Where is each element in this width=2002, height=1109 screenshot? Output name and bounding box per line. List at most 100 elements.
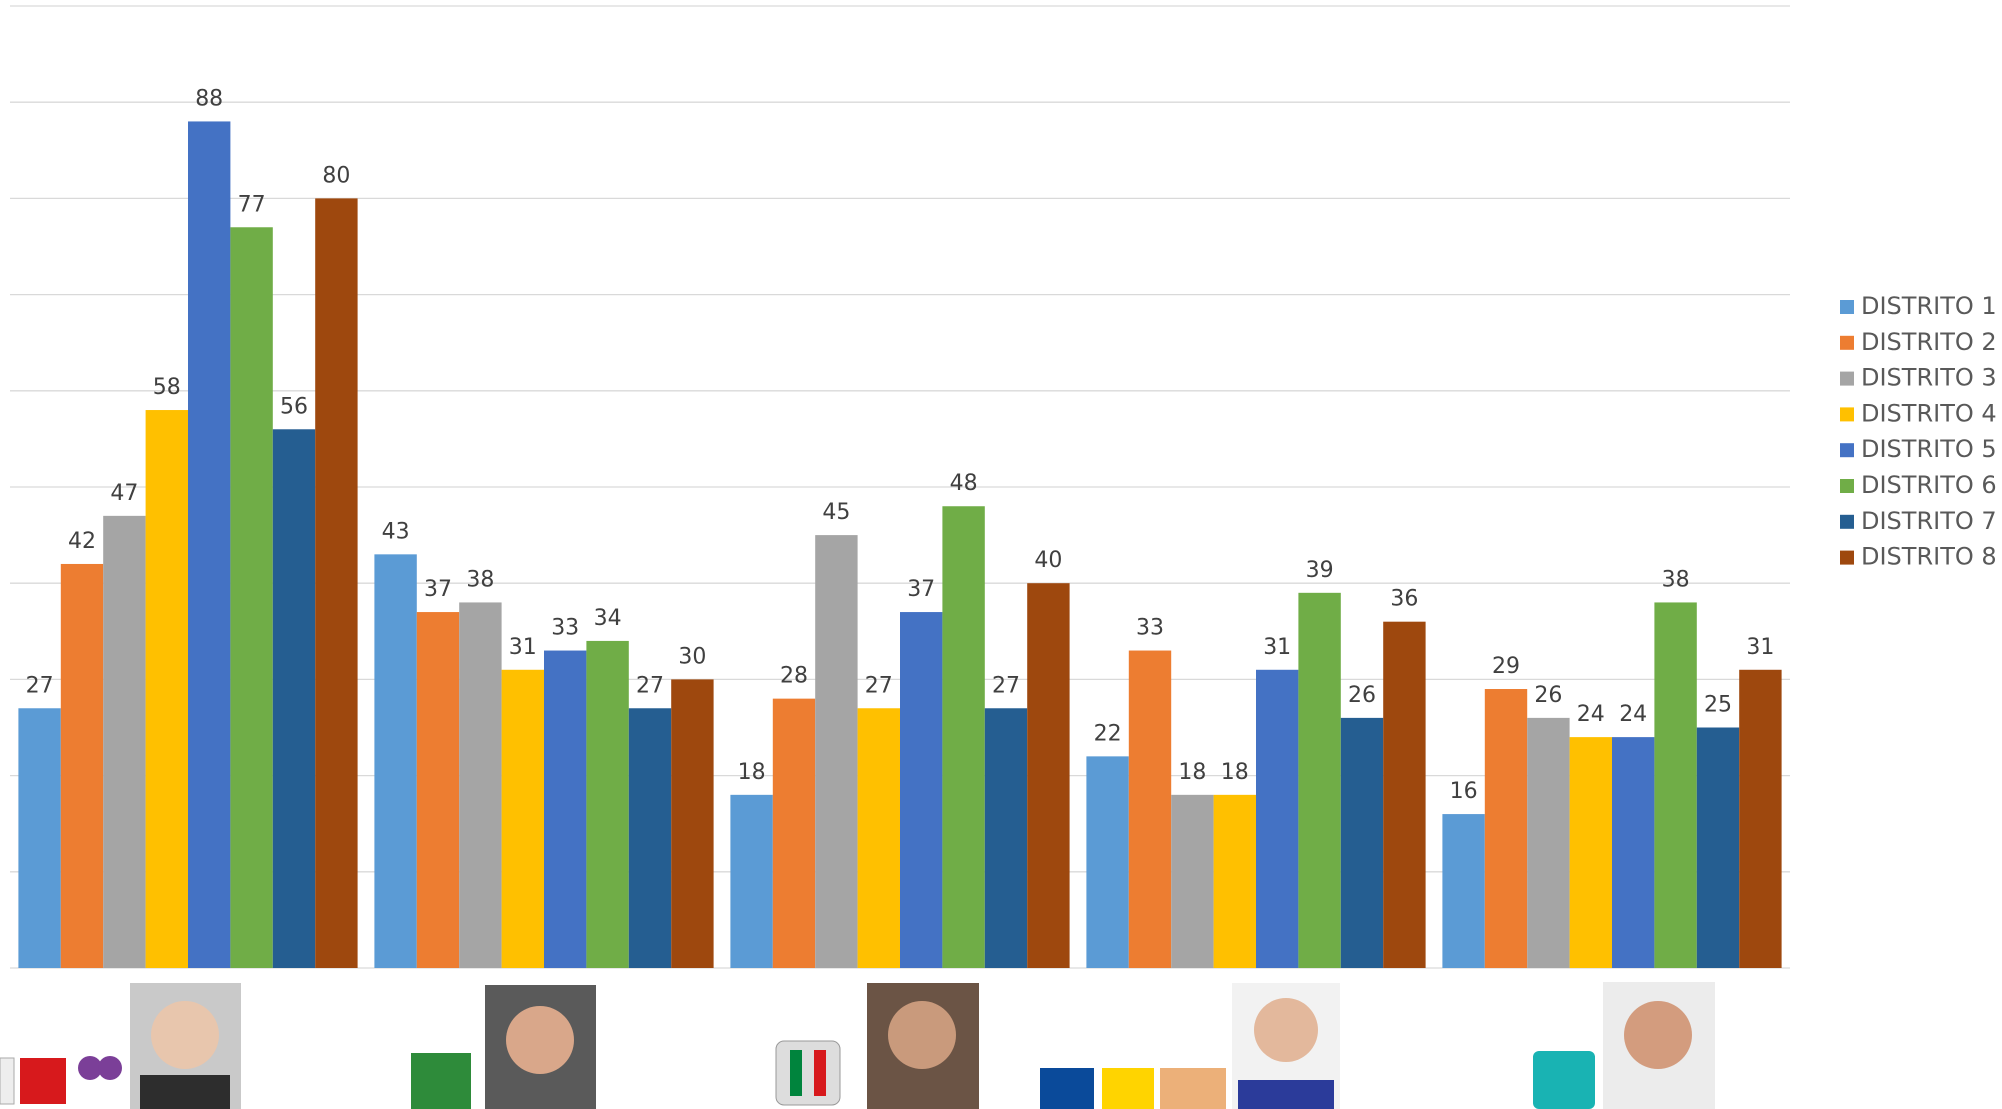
candidate-photo (1238, 1080, 1334, 1109)
data-label: 33 (1136, 616, 1164, 641)
legend-label: DISTRITO 7 (1861, 507, 1997, 535)
legend-swatch (1840, 479, 1854, 493)
bar (544, 650, 587, 968)
bar (374, 554, 417, 968)
bar (1213, 794, 1256, 968)
party-logo (20, 1058, 66, 1104)
legend-swatch (1840, 514, 1854, 529)
bar (1027, 583, 1070, 968)
data-label: 47 (110, 481, 138, 506)
bar (900, 612, 943, 968)
data-label: 39 (1306, 558, 1334, 583)
data-label: 42 (68, 529, 96, 554)
bar (1298, 592, 1341, 968)
bar (18, 708, 61, 968)
data-label: 56 (280, 394, 308, 419)
data-label: 25 (1704, 693, 1732, 718)
legend-swatch (1840, 550, 1854, 565)
bar (315, 198, 358, 968)
party-logo (1040, 1068, 1094, 1109)
data-label: 29 (1492, 654, 1520, 679)
bar (1612, 737, 1655, 968)
bar (272, 429, 316, 968)
legend-swatch (1840, 443, 1854, 458)
data-label: 27 (26, 673, 54, 698)
bar (1484, 689, 1528, 968)
data-label: 80 (322, 163, 350, 188)
bar (501, 669, 544, 968)
candidate-photo (888, 1001, 956, 1069)
data-label: 16 (1450, 779, 1478, 804)
candidate-photo (1254, 998, 1318, 1062)
bar (1086, 756, 1129, 968)
legend: DISTRITO 1 DISTRITO 2 DISTRITO 3 DISTRITO 4… (1840, 292, 1997, 571)
bar (416, 612, 460, 968)
data-label: 26 (1534, 683, 1562, 708)
bar (1171, 794, 1214, 968)
bar (942, 506, 985, 968)
bar (60, 563, 104, 968)
bar (984, 708, 1028, 968)
bar (730, 794, 773, 968)
data-label: 38 (1662, 567, 1690, 592)
candidate-photo (1624, 1001, 1692, 1069)
party-logo (411, 1053, 471, 1109)
data-label: 22 (1094, 721, 1122, 746)
data-label: 27 (992, 673, 1020, 698)
data-label: 58 (153, 375, 181, 400)
bars: 27 43 18 22 16 42 37 28 33 29 47 38 45 18 26 58 31 27 18 24… (18, 86, 1782, 968)
data-label: 18 (1221, 760, 1249, 785)
data-label: 43 (382, 519, 410, 544)
bar (628, 708, 672, 968)
legend-label: DISTRITO 4 (1861, 399, 1997, 427)
bar (1696, 727, 1740, 968)
data-label: 31 (509, 635, 537, 660)
data-label: 88 (195, 86, 223, 111)
data-label: 26 (1348, 683, 1376, 708)
legend-swatch (1840, 407, 1854, 422)
party-logo (0, 1057, 15, 1105)
data-label: 38 (466, 567, 494, 592)
party-logo (775, 1040, 841, 1106)
data-label: 36 (1390, 587, 1418, 612)
bar (586, 640, 629, 968)
party-logo (790, 1050, 802, 1096)
bar (459, 602, 502, 968)
bar (230, 227, 273, 968)
legend-swatch (1840, 335, 1854, 350)
bar (671, 679, 714, 968)
data-label: 24 (1619, 702, 1647, 727)
data-label: 28 (780, 664, 808, 689)
legend-swatch (1840, 371, 1854, 386)
data-label: 33 (551, 616, 579, 641)
data-label: 18 (1178, 760, 1206, 785)
legend-label: DISTRITO 6 (1861, 471, 1997, 499)
legend-label: DISTRITO 2 (1861, 328, 1997, 356)
data-label: 45 (822, 500, 850, 525)
bar (772, 698, 816, 968)
legend-label: DISTRITO 5 (1861, 435, 1997, 463)
bar (1128, 650, 1172, 968)
data-label: 27 (636, 673, 664, 698)
data-label: 34 (594, 606, 622, 631)
bar (1569, 737, 1612, 968)
legend-swatch (1840, 300, 1854, 314)
candidate-photo (506, 1006, 574, 1074)
data-label: 48 (950, 471, 978, 496)
data-label: 30 (678, 644, 706, 669)
party-logo (1102, 1068, 1154, 1109)
party-logo (1533, 1051, 1595, 1109)
bar (1442, 814, 1485, 968)
bar (145, 410, 188, 968)
party-logo (1160, 1068, 1226, 1109)
legend-label: DISTRITO 1 (1861, 292, 1997, 320)
data-label: 77 (238, 192, 266, 217)
bar (188, 121, 231, 968)
candidate-photo (140, 1075, 230, 1109)
bar (1383, 621, 1426, 968)
data-label: 24 (1577, 702, 1605, 727)
party-logo (98, 1056, 122, 1080)
bar (857, 708, 900, 968)
data-label: 31 (1746, 635, 1774, 660)
